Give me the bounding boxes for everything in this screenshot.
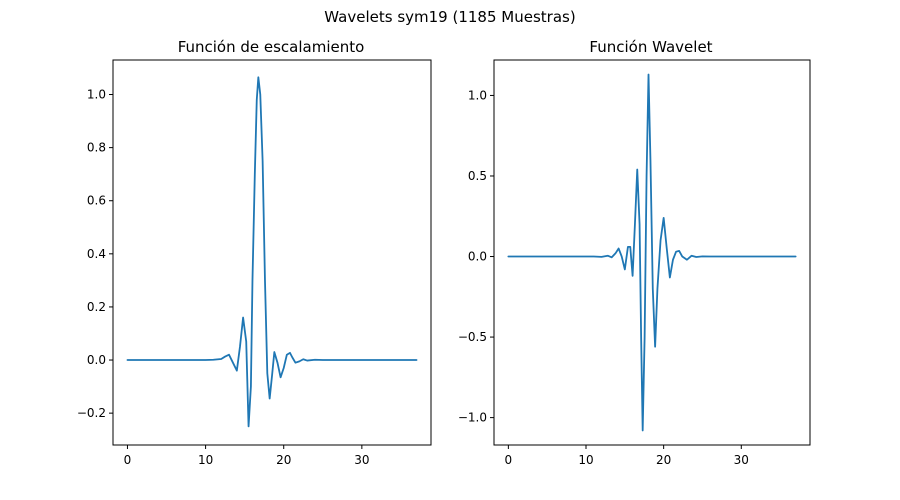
wavelet-function-panel: Función Wavelet 0 10 20 30 −1.0 −0.5 0.0 0.5 1.0 bbox=[458, 38, 811, 467]
scaling-function-plot-area bbox=[126, 76, 418, 428]
scaling-function-series-line bbox=[126, 76, 418, 428]
scaling-function-ticks: 0 10 20 30 −0.2 0.0 0.2 0.4 0.6 0.8 1.0 bbox=[77, 88, 370, 467]
scaling-function-ytick-label: 0.8 bbox=[87, 141, 106, 155]
wavelet-function-xtick-label: 20 bbox=[656, 453, 671, 467]
scaling-function-ytick-label: 0.2 bbox=[87, 300, 106, 314]
scaling-function-xtick-label: 20 bbox=[276, 453, 291, 467]
scaling-function-xtick-label: 10 bbox=[198, 453, 213, 467]
wavelet-function-ytick-label: −1.0 bbox=[458, 411, 487, 425]
wavelet-function-xtick-label: 30 bbox=[734, 453, 749, 467]
wavelet-function-plot-area bbox=[507, 73, 797, 432]
wavelet-function-ticks: 0 10 20 30 −1.0 −0.5 0.0 0.5 1.0 bbox=[458, 88, 749, 467]
scaling-function-xtick-label: 30 bbox=[354, 453, 369, 467]
scaling-function-title: Función de escalamiento bbox=[178, 38, 365, 56]
scaling-function-ytick-label: 0.6 bbox=[87, 194, 106, 208]
scaling-function-ytick-label: 0.4 bbox=[87, 247, 106, 261]
wavelet-function-ytick-label: 0.0 bbox=[468, 250, 487, 264]
scaling-function-xtick-label: 0 bbox=[124, 453, 132, 467]
scaling-function-ytick-label: 0.0 bbox=[87, 353, 106, 367]
scaling-function-ytick-label: −0.2 bbox=[77, 406, 106, 420]
wavelet-function-axes-frame bbox=[493, 59, 811, 446]
scaling-function-ytick-label: 1.0 bbox=[87, 88, 106, 102]
wavelet-function-ytick-label: 0.5 bbox=[468, 169, 487, 183]
wavelet-function-ytick-label: −0.5 bbox=[458, 330, 487, 344]
scaling-function-panel: Función de escalamiento 0 10 20 30 −0.2 0.0 0.… bbox=[77, 38, 432, 467]
wavelet-function-xtick-label: 0 bbox=[505, 453, 513, 467]
wavelet-function-series-line bbox=[507, 73, 797, 432]
wavelet-function-xtick-label: 10 bbox=[578, 453, 593, 467]
scaling-function-axes-frame bbox=[112, 59, 432, 446]
wavelet-function-ytick-label: 1.0 bbox=[468, 88, 487, 102]
wavelet-function-title: Función Wavelet bbox=[589, 38, 712, 56]
figure-suptitle: Wavelets sym19 (1185 Muestras) bbox=[324, 8, 575, 26]
